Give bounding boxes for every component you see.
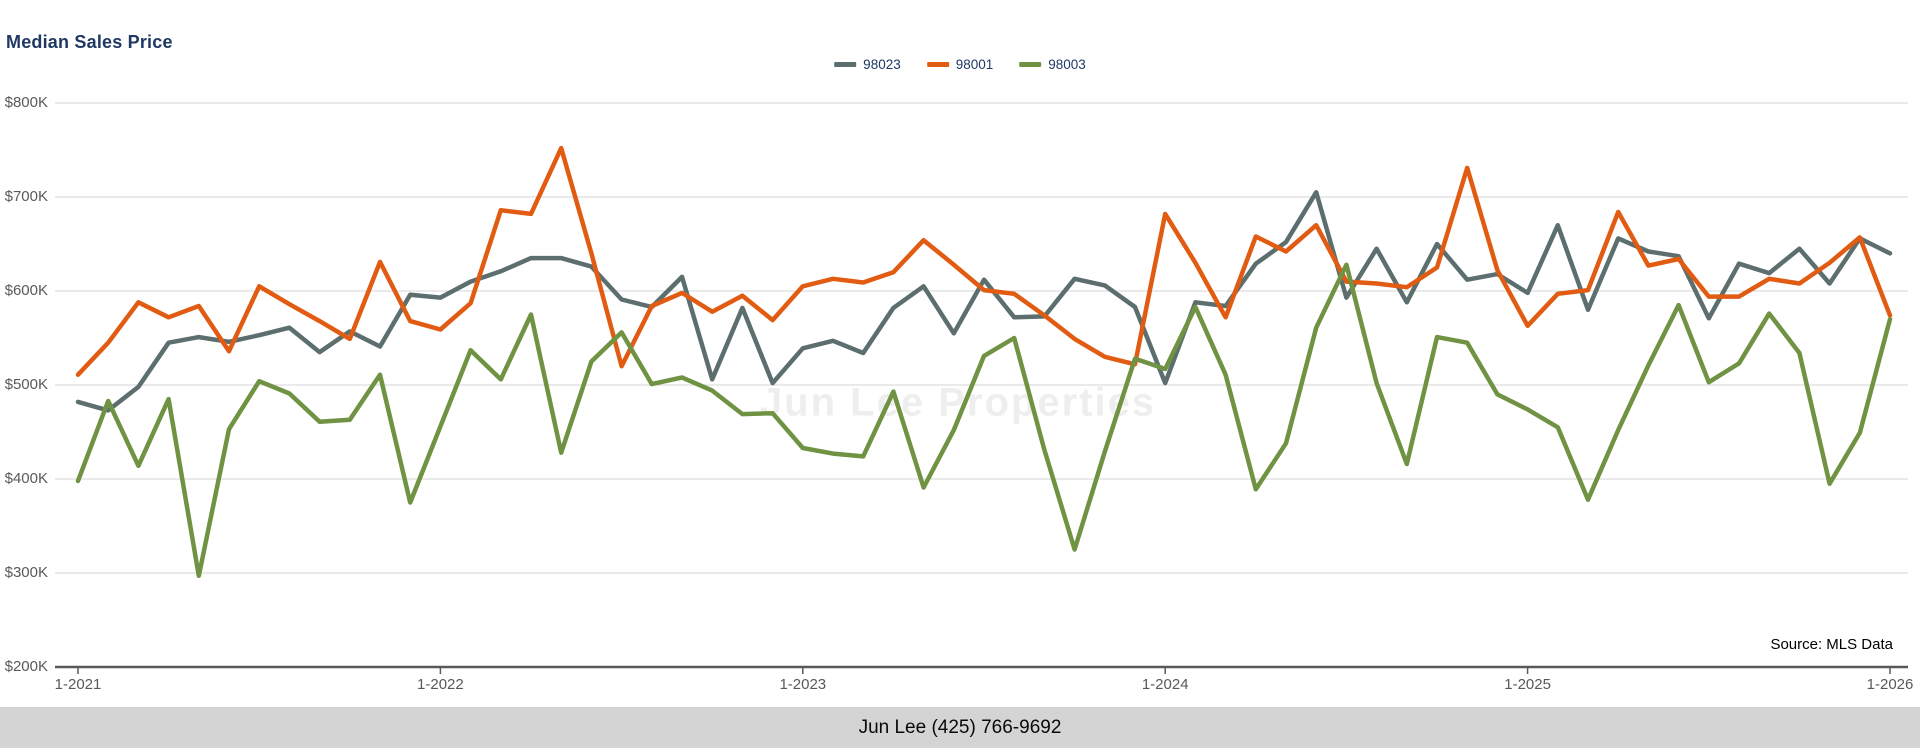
legend-item-98023: 98023: [834, 57, 901, 72]
legend-swatch-98023: [834, 62, 857, 67]
y-axis-label: $800K: [4, 94, 48, 111]
legend-item-98003: 98003: [1019, 57, 1086, 72]
x-axis-label: 1-2021: [54, 676, 102, 693]
chart-canvas: [55, 102, 1908, 674]
y-axis-label: $500K: [4, 376, 48, 393]
source-note: Source: MLS Data: [1770, 636, 1893, 653]
footer-bar: Jun Lee (425) 766-9692: [0, 707, 1920, 748]
legend: 98023 98001 98003: [834, 57, 1086, 72]
legend-swatch-98003: [1019, 62, 1042, 67]
x-axis-label: 1-2025: [1504, 676, 1551, 693]
x-axis-label: 1-2026: [1866, 676, 1914, 693]
page-title: Median Sales Price: [6, 32, 173, 52]
legend-label: 98001: [955, 57, 994, 72]
y-axis-label: $200K: [4, 658, 48, 675]
y-axis-label: $400K: [4, 470, 48, 487]
legend-item-98001: 98001: [926, 57, 994, 72]
footer-contact-text: Jun Lee (425) 766-9692: [858, 716, 1062, 738]
legend-swatch-98001: [926, 62, 949, 67]
series-line-98023: [75, 190, 1893, 413]
legend-label: 98023: [863, 57, 901, 72]
x-axis-label: 1-2024: [1141, 676, 1189, 693]
series-line-98001: [75, 145, 1893, 377]
y-axis-label: $600K: [4, 282, 48, 299]
x-axis-label: 1-2023: [779, 676, 827, 693]
legend-label: 98003: [1048, 57, 1086, 72]
y-axis-label: $700K: [4, 188, 48, 205]
series-line-98003: [75, 262, 1893, 579]
y-axis-label: $300K: [4, 564, 48, 581]
x-axis-label: 1-2022: [417, 676, 464, 693]
